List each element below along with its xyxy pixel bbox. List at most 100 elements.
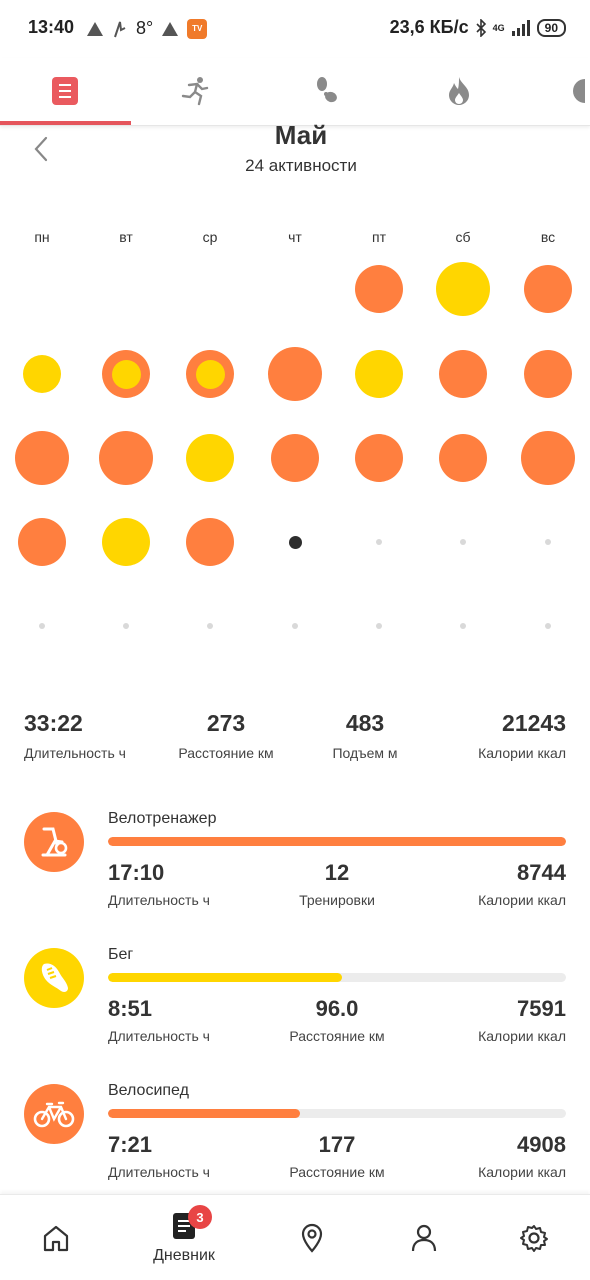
- activity-progress-bar: [108, 973, 566, 982]
- tab-more[interactable]: [540, 58, 590, 124]
- calendar-day-activity[interactable]: [99, 431, 153, 485]
- activity-name: Велотренажер: [108, 810, 217, 827]
- tab-diary-list[interactable]: [0, 58, 130, 124]
- stat-label: Длительность ч: [108, 1028, 210, 1044]
- nav-diary[interactable]: Дневник 3: [132, 1195, 236, 1280]
- calendar-day-activity[interactable]: [521, 431, 575, 485]
- total-distance: 273 Расстояние км: [175, 710, 277, 761]
- total-value: 33:22: [24, 710, 83, 736]
- weekday-label: пт: [372, 229, 386, 245]
- total-label: Подъем м: [332, 745, 398, 761]
- tab-steps[interactable]: [262, 58, 392, 124]
- calendar-day-secondary-activity: [111, 359, 141, 389]
- activity-progress-bar: [108, 837, 566, 846]
- calendar-day-empty[interactable]: [545, 539, 551, 545]
- calendar-day-activity[interactable]: [355, 350, 403, 398]
- stat-label: Тренировки: [299, 892, 375, 908]
- activity-count: 24 активности: [245, 156, 357, 175]
- stat-value: 7:21: [108, 1132, 153, 1157]
- calendar-day-activity[interactable]: [436, 262, 490, 316]
- exercise-bike-icon: [24, 812, 84, 872]
- calendar-day-activity[interactable]: [355, 265, 403, 313]
- calendar-day-activity[interactable]: [524, 265, 572, 313]
- total-elevation: 483 Подъем м: [328, 710, 402, 761]
- calendar-day-activity[interactable]: [186, 434, 234, 482]
- total-calories: 21243 Калории ккал: [478, 710, 566, 761]
- activity-row-exercise-bike[interactable]: Велотренажер 17:10 Длительность ч 12 Тре…: [0, 808, 590, 938]
- calendar-day-empty[interactable]: [545, 623, 551, 629]
- calendar-day-activity[interactable]: [186, 350, 234, 398]
- stat-value: 177: [318, 1132, 356, 1157]
- activity-progress-fill: [108, 837, 566, 846]
- activity-progress-fill: [108, 973, 342, 982]
- calendar-day-empty[interactable]: [460, 623, 466, 629]
- calendar-day-activity[interactable]: [23, 355, 61, 393]
- activity-stat-workouts: 12 Тренировки: [290, 860, 384, 908]
- calendar-day-activity[interactable]: [18, 518, 66, 566]
- status-left-icons: 8° TV: [86, 18, 208, 39]
- warning-icon: [87, 21, 103, 36]
- total-value: 273: [206, 710, 246, 736]
- activity-stat-duration: 8:51 Длительность ч: [108, 996, 210, 1044]
- calendar-day-activity[interactable]: [186, 518, 234, 566]
- activity-row-running[interactable]: Бег 8:51 Длительность ч 96.0 Расстояние …: [0, 944, 590, 1074]
- total-label: Калории ккал: [478, 745, 566, 761]
- activity-name: Велосипед: [108, 1082, 189, 1099]
- calendar-day-empty[interactable]: [39, 623, 45, 629]
- calendar-day-activity[interactable]: [439, 434, 487, 482]
- stat-value: 7591: [517, 996, 566, 1021]
- tv-app-icon: TV: [187, 18, 208, 39]
- total-label: Длительность ч: [24, 745, 126, 761]
- warning-icon: [162, 21, 179, 36]
- nav-diary-label: Дневник: [153, 1247, 215, 1264]
- calendar-day-activity[interactable]: [102, 518, 150, 566]
- back-chevron-icon[interactable]: [30, 136, 54, 162]
- stat-value: 12: [324, 860, 350, 885]
- calendar-day-activity[interactable]: [271, 434, 319, 482]
- runner-icon: [181, 77, 209, 106]
- calendar-day-activity[interactable]: [355, 434, 403, 482]
- calendar-day-empty[interactable]: [207, 623, 213, 629]
- nav-profile[interactable]: [384, 1195, 464, 1280]
- settings-gear-icon: [520, 1225, 548, 1252]
- calendar-day-activity[interactable]: [439, 350, 487, 398]
- activity-stat-calories: 7591 Калории ккал: [478, 996, 566, 1044]
- calendar-day-activity[interactable]: [102, 350, 150, 398]
- nav-home[interactable]: [16, 1195, 96, 1280]
- location-pin-icon: [301, 1223, 323, 1253]
- list-icon: [52, 77, 78, 105]
- stat-label: Длительность ч: [108, 892, 210, 908]
- nav-map[interactable]: [272, 1195, 352, 1280]
- stat-value: 17:10: [108, 860, 165, 885]
- stat-label: Калории ккал: [478, 1028, 566, 1044]
- activity-stat-distance: 96.0 Расстояние км: [280, 996, 394, 1044]
- calendar-day-empty[interactable]: [376, 539, 382, 545]
- signal-icon: [511, 19, 530, 36]
- activity-row-bicycle[interactable]: Велосипед 7:21 Длительность ч 177 Рассто…: [0, 1080, 590, 1210]
- calendar-day-empty[interactable]: [292, 623, 298, 629]
- nav-settings[interactable]: [494, 1195, 574, 1280]
- activity-icon: [114, 21, 126, 37]
- calendar-day-today[interactable]: [288, 535, 302, 549]
- active-tab-indicator: [0, 121, 131, 125]
- calendar-day-empty[interactable]: [123, 623, 129, 629]
- notification-badge: 3: [188, 1205, 212, 1229]
- status-right: 23,6 КБ/с 4G 90: [390, 17, 566, 38]
- weekday-label: пн: [34, 229, 50, 245]
- flame-icon: [449, 77, 469, 105]
- total-label: Расстояние км: [178, 745, 274, 761]
- tab-calories[interactable]: [394, 58, 524, 124]
- calendar-day-secondary-activity: [195, 359, 225, 389]
- footprints-icon: [317, 77, 337, 103]
- activity-stat-duration: 17:10 Длительность ч: [108, 860, 210, 908]
- calendar-day-activity[interactable]: [524, 350, 572, 398]
- calendar-day-empty[interactable]: [376, 623, 382, 629]
- calendar-day-activity[interactable]: [268, 347, 322, 401]
- stat-label: Расстояние км: [289, 1164, 385, 1180]
- month-title: Май: [274, 120, 328, 150]
- home-icon: [43, 1225, 69, 1252]
- weekday-label: сб: [455, 229, 471, 245]
- calendar-day-activity[interactable]: [15, 431, 69, 485]
- tab-running[interactable]: [130, 58, 260, 124]
- calendar-day-empty[interactable]: [460, 539, 466, 545]
